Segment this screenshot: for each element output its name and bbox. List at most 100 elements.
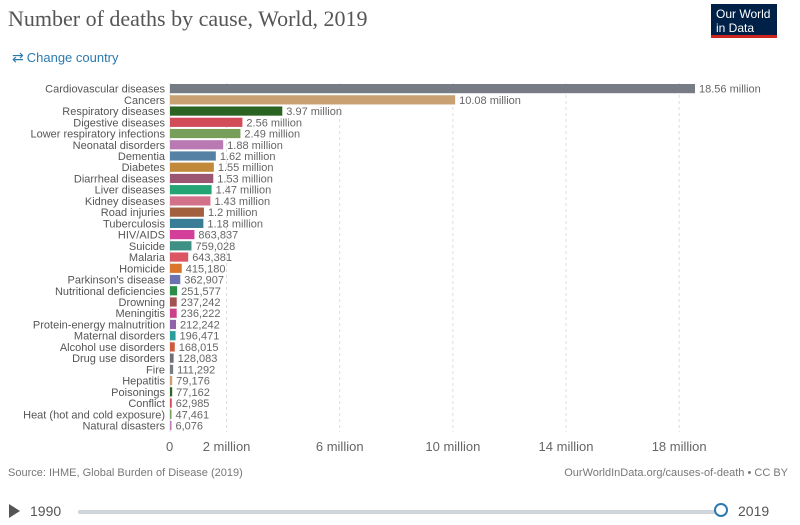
category-label: Natural disasters <box>82 421 165 433</box>
credit-link[interactable]: OurWorldInData.org/causes-of-death • CC … <box>564 467 788 479</box>
category-label: Cancers <box>124 95 165 107</box>
category-label: Meningitis <box>115 308 165 320</box>
value-label: 3.97 million <box>286 106 342 118</box>
bar <box>170 342 175 352</box>
value-label: 1.43 million <box>214 196 270 208</box>
value-label: 251,577 <box>181 286 221 298</box>
source-note[interactable]: Source: IHME, Global Burden of Disease (… <box>8 467 243 479</box>
value-label: 643,381 <box>192 252 232 264</box>
category-label: Homicide <box>119 263 165 275</box>
bar <box>170 173 214 184</box>
value-label: 18.56 million <box>699 84 761 96</box>
bar <box>170 308 177 318</box>
value-label: 237,242 <box>181 297 221 309</box>
category-label: Parkinson's disease <box>68 275 166 287</box>
category-label: Hepatitis <box>122 376 165 388</box>
value-label: 362,907 <box>184 275 224 287</box>
logo-line-2: in Data <box>716 21 755 35</box>
timeline-handle[interactable] <box>714 503 728 517</box>
category-label: Neonatal disorders <box>73 140 166 152</box>
category-label: Nutritional deficiencies <box>55 286 166 298</box>
category-label: Lower respiratory infections <box>30 129 165 141</box>
category-label: Fire <box>146 364 165 376</box>
category-label: Cardiovascular diseases <box>45 84 165 96</box>
category-label: Conflict <box>128 398 165 410</box>
change-country-label: Change country <box>26 50 119 65</box>
bar <box>170 409 172 419</box>
value-label: 1.2 million <box>208 207 258 219</box>
bar <box>170 106 283 116</box>
category-label: Kidney diseases <box>85 196 166 208</box>
value-label: 212,242 <box>180 319 220 331</box>
timeline-end-year[interactable]: 2019 <box>738 503 770 519</box>
value-label: 1.62 million <box>220 151 276 163</box>
value-label: 111,292 <box>177 364 215 376</box>
bar <box>170 128 241 139</box>
x-tick-label: 18 million <box>652 439 707 454</box>
category-label: Liver diseases <box>95 185 166 197</box>
value-label: 1.18 million <box>207 218 263 230</box>
value-label: 2.56 million <box>246 117 302 129</box>
category-label: Digestive diseases <box>73 117 165 129</box>
value-label: 2.49 million <box>244 129 300 141</box>
swap-arrows-icon: ⇄ <box>12 49 24 65</box>
bar <box>170 420 172 431</box>
bar <box>170 331 176 341</box>
bar <box>170 230 195 240</box>
x-tick-label: 10 million <box>425 439 480 454</box>
bar <box>170 319 177 330</box>
bar <box>170 207 204 217</box>
bar <box>170 162 214 172</box>
owid-logo[interactable]: Our World in Data <box>711 4 777 38</box>
value-label: 759,028 <box>195 241 235 253</box>
play-icon[interactable] <box>9 504 20 518</box>
value-label: 415,180 <box>186 263 226 275</box>
bar <box>170 84 695 94</box>
bar <box>170 353 174 363</box>
change-country-button[interactable]: ⇄ Change country <box>12 49 119 66</box>
bar <box>170 218 204 228</box>
category-label: Dementia <box>118 151 166 163</box>
value-label: 236,222 <box>181 308 221 320</box>
x-tick-label: 2 million <box>203 439 251 454</box>
value-label: 1.47 million <box>216 185 272 197</box>
bar <box>170 241 192 251</box>
category-label: Malaria <box>129 252 166 264</box>
bar <box>170 185 212 195</box>
category-label: Drowning <box>119 297 165 309</box>
category-label: HIV/AIDS <box>118 230 165 242</box>
value-label: 47,461 <box>176 409 210 421</box>
bar <box>170 398 172 408</box>
bar <box>170 263 182 273</box>
bar <box>170 375 173 386</box>
value-label: 62,985 <box>176 398 210 410</box>
category-label: Suicide <box>129 241 165 253</box>
category-label: Respiratory diseases <box>62 106 165 118</box>
category-label: Diarrheal diseases <box>74 173 166 185</box>
category-label: Road injuries <box>101 207 166 219</box>
category-label: Protein-energy malnutrition <box>33 319 165 331</box>
bar <box>170 297 177 307</box>
bar <box>170 387 173 397</box>
bar <box>170 274 181 285</box>
category-label: Diabetes <box>122 162 166 174</box>
category-label: Drug use disorders <box>72 353 165 365</box>
value-label: 168,015 <box>179 342 219 354</box>
x-tick-label: 14 million <box>539 439 594 454</box>
category-label: Heat (hot and cold exposure) <box>23 409 165 421</box>
timeline-start-year[interactable]: 1990 <box>30 503 62 519</box>
value-label: 6,076 <box>176 421 204 433</box>
value-label: 77,162 <box>176 387 210 399</box>
bar <box>170 95 456 105</box>
bar <box>170 151 216 161</box>
value-label: 79,176 <box>176 376 210 388</box>
bar-chart: Cardiovascular diseases 18.56 million Canc… <box>23 83 761 454</box>
timeline-track[interactable] <box>78 510 723 514</box>
value-label: 128,083 <box>178 353 218 365</box>
chart-title: Number of deaths by cause, World, 2019 <box>8 6 368 31</box>
category-label: Tuberculosis <box>103 218 165 230</box>
value-label: 1.53 million <box>217 173 273 185</box>
bar <box>170 252 189 262</box>
bar <box>170 364 174 374</box>
value-label: 1.88 million <box>227 140 283 152</box>
